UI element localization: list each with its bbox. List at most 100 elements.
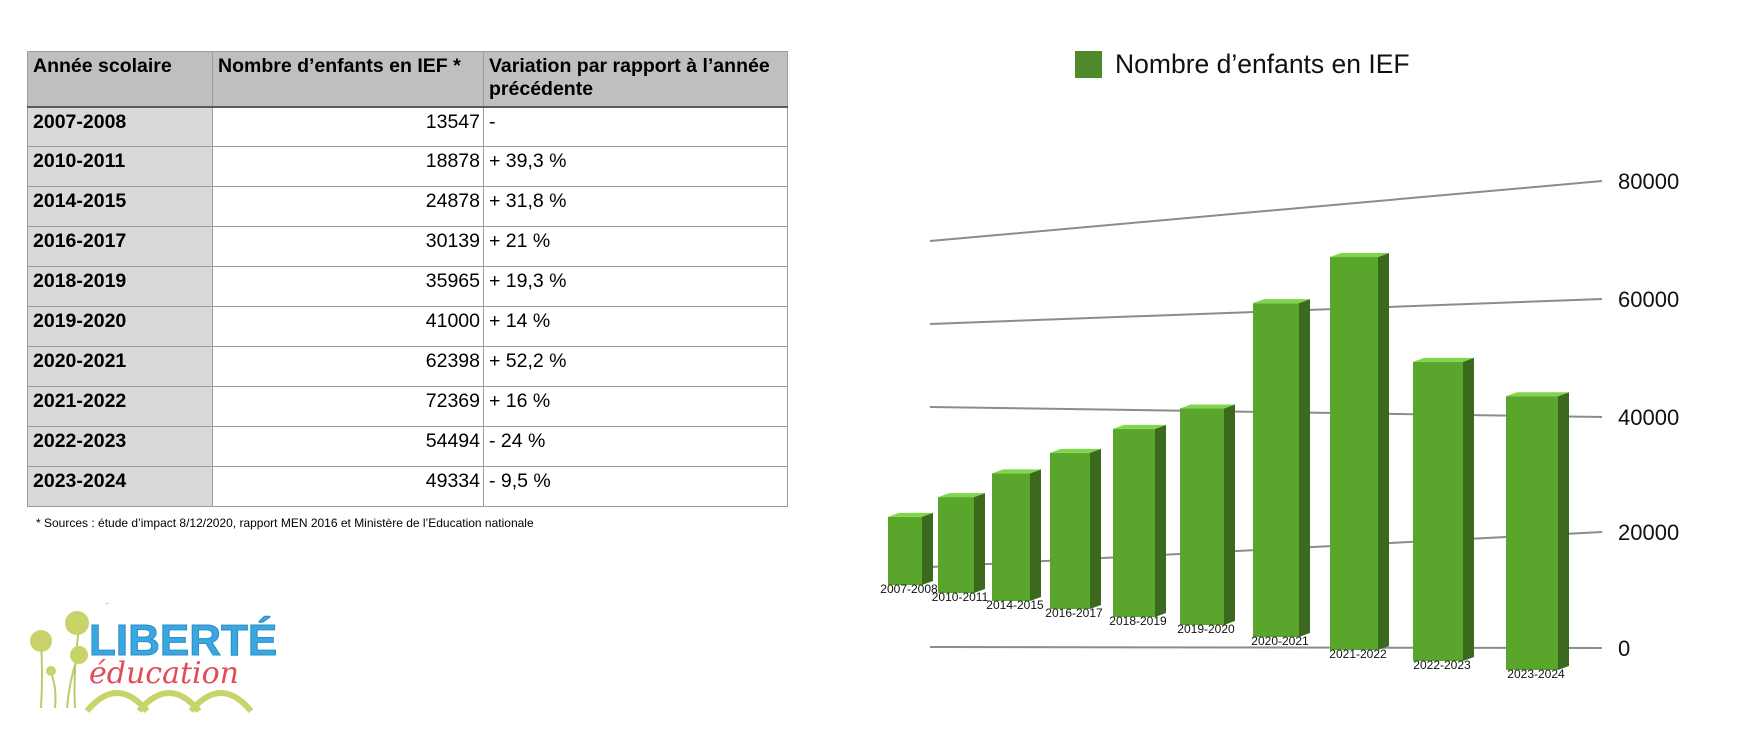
bar-side <box>1090 448 1101 609</box>
bar <box>1253 299 1310 637</box>
variation-cell: + 21 % <box>483 226 788 267</box>
year-cell: 2016-2017 <box>27 226 213 267</box>
year-cell: 2007-2008 <box>27 106 213 147</box>
bar-front <box>1506 396 1558 670</box>
table-row: 2018-2019 35965 + 19,3 % <box>27 266 788 307</box>
table-body: 2007-2008 13547-2010-2011 18878 + 39,3 % 201… <box>27 106 788 507</box>
bar <box>1413 357 1474 661</box>
table-row: 2019-2020 41000 + 14 % <box>27 306 788 347</box>
bar-top <box>938 493 985 498</box>
x-category-label: 2019-2020 <box>1177 622 1235 636</box>
table-row: 2020-2021 62398 + 52,2 % <box>27 346 788 387</box>
table-row: 2016-2017 30139 + 21 % <box>27 226 788 267</box>
table-row: 2021-2022 72369 + 16 % <box>27 386 788 427</box>
count-cell: 18878 <box>212 146 484 187</box>
year-cell: 2023-2024 <box>27 466 213 507</box>
bar-front <box>1050 452 1090 609</box>
variation-cell: - 9,5 % <box>483 466 788 507</box>
x-category-label: 2021-2022 <box>1329 647 1387 661</box>
table-row: 2022-2023 54494- 24 % <box>27 426 788 467</box>
count-cell: 13547 <box>212 106 484 147</box>
logo-education-text: éducation <box>89 656 239 691</box>
bar-side <box>1558 392 1569 670</box>
bar-front <box>1113 428 1155 617</box>
variation-cell: + 19,3 % <box>483 266 788 307</box>
year-cell: 2018-2019 <box>27 266 213 307</box>
year-cell: 2010-2011 <box>27 146 213 187</box>
bar <box>992 469 1041 601</box>
bar-side <box>1224 404 1235 625</box>
variation-cell: + 52,2 % <box>483 346 788 387</box>
grid-line <box>929 646 1603 649</box>
bar <box>1330 253 1389 651</box>
x-category-label: 2023-2024 <box>1507 667 1565 681</box>
bar-top <box>1413 357 1474 362</box>
count-cell: 62398 <box>212 346 484 387</box>
bar-front <box>1180 408 1224 625</box>
bar-top <box>1113 424 1166 429</box>
year-cell: 2019-2020 <box>27 306 213 347</box>
y-tick-label: 80000 <box>1618 169 1679 194</box>
bar-top <box>1330 253 1389 258</box>
bar-front <box>1253 303 1299 637</box>
year-cell: 2022-2023 <box>27 426 213 467</box>
bar <box>1050 448 1101 609</box>
table-row: 2023-2024 49334- 9,5 % <box>27 466 788 507</box>
sources-note: * Sources : étude d’impact 8/12/2020, ra… <box>36 516 534 530</box>
x-category-label: 2010-2011 <box>932 590 989 604</box>
x-category-label: 2022-2023 <box>1413 658 1471 672</box>
x-category-label: 2016-2017 <box>1045 606 1103 620</box>
bar <box>888 512 933 585</box>
bar-top <box>1050 448 1101 453</box>
bar-top <box>1180 404 1235 409</box>
table-row: 2010-2011 18878 + 39,3 % <box>27 146 788 187</box>
x-category-label: 2014-2015 <box>986 598 1044 612</box>
y-axis-ticks: 0 20000 40000 60000 80000 <box>1618 169 1679 661</box>
bar <box>938 493 985 593</box>
bar-front <box>1330 257 1378 650</box>
data-table: Année scolaire Nombre d’enfants en IEF *… <box>27 51 788 507</box>
bar-side <box>1155 424 1166 617</box>
bar-front <box>992 473 1030 601</box>
y-tick-label: 40000 <box>1618 405 1679 430</box>
bar <box>1506 392 1569 670</box>
y-tick-label: 60000 <box>1618 287 1679 312</box>
count-cell: 41000 <box>212 306 484 347</box>
legend-swatch <box>1075 51 1102 78</box>
bar-side <box>1299 299 1310 637</box>
legend-label: Nombre d’enfants en IEF <box>1115 49 1410 79</box>
count-cell: 72369 <box>212 386 484 427</box>
bar-side <box>1378 253 1389 651</box>
bar-front <box>938 497 974 593</box>
x-category-label: 2018-2019 <box>1109 614 1167 628</box>
y-tick-label: 0 <box>1618 636 1630 661</box>
year-cell: 2020-2021 <box>27 346 213 387</box>
count-cell: 24878 <box>212 186 484 227</box>
chart-legend: Nombre d’enfants en IEF <box>1075 49 1410 79</box>
variation-cell: + 39,3 % <box>483 146 788 187</box>
variation-cell: - 24 % <box>483 426 788 467</box>
year-cell: 2014-2015 <box>27 186 213 227</box>
bars <box>888 253 1569 670</box>
bar-side <box>922 512 933 585</box>
variation-cell: + 16 % <box>483 386 788 427</box>
x-category-label: 2020-2021 <box>1251 634 1309 648</box>
bar-top <box>1506 392 1569 397</box>
bar-side <box>974 493 985 593</box>
bar <box>1180 404 1235 625</box>
liberte-education-logo: LIBERTÉ éducation <box>30 603 277 713</box>
bar-front <box>888 516 922 585</box>
header-variation: Variation par rapport à l’année précéden… <box>483 51 788 108</box>
x-category-label: 2007-2008 <box>880 582 938 596</box>
logo-liberte-text: LIBERTÉ <box>89 615 277 665</box>
header-annee: Année scolaire <box>27 51 213 108</box>
bar-front <box>1413 361 1463 661</box>
bar-top <box>888 512 933 517</box>
bar <box>1113 424 1166 617</box>
count-cell: 30139 <box>212 226 484 267</box>
bar-top <box>1253 299 1310 304</box>
bar-top <box>992 469 1041 474</box>
bar-side <box>1030 469 1041 601</box>
